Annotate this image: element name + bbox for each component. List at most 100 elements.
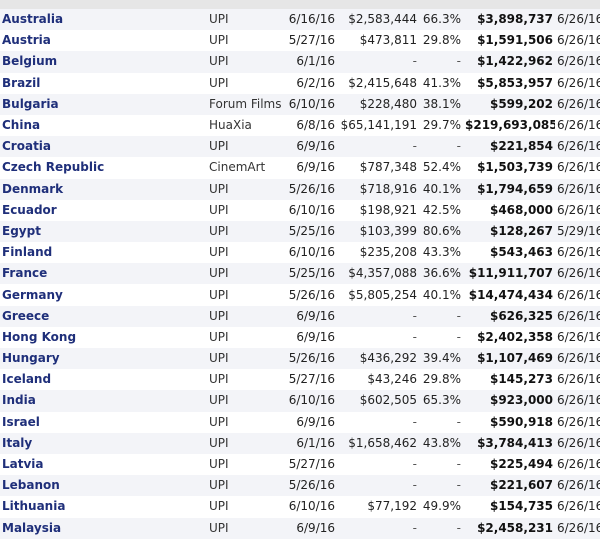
release-date-cell: 5/26/16 <box>282 284 337 306</box>
country-link[interactable]: Israel <box>2 414 40 429</box>
country-link[interactable]: Germany <box>2 287 63 302</box>
distributor-cell: UPI <box>207 51 282 73</box>
total-gross-cell: $11,911,707 <box>463 263 555 285</box>
opening-percent-cell: 39.4% <box>419 348 463 370</box>
distributor-cell: UPI <box>207 263 282 285</box>
as-of-date-cell: 6/26/16 <box>555 136 600 158</box>
as-of-date-cell: 6/26/16 <box>555 9 600 31</box>
total-gross-cell: $128,267 <box>463 220 555 243</box>
distributor-cell: Forum Films <box>207 93 282 115</box>
country-link[interactable]: Egypt <box>2 223 41 238</box>
release-date-cell: 5/27/16 <box>282 453 337 476</box>
country-link[interactable]: Hungary <box>2 351 60 366</box>
country-link[interactable]: India <box>2 393 36 408</box>
opening-gross-cell: - <box>337 305 419 327</box>
total-gross-cell: $1,422,962 <box>463 51 555 73</box>
opening-gross-cell: $436,292 <box>337 348 419 370</box>
country-link[interactable]: Finland <box>2 245 53 260</box>
table-row: Egypt UPI 5/25/16 $103,399 80.6% $128,26… <box>0 220 600 243</box>
release-date-cell: 5/26/16 <box>282 348 337 370</box>
distributor-cell: UPI <box>207 30 282 52</box>
opening-gross-cell: $2,583,444 <box>337 9 419 31</box>
opening-gross-cell: - <box>337 326 419 348</box>
table-row: Finland UPI 6/10/16 $235,208 43.3% $543,… <box>0 242 600 264</box>
table-row: India UPI 6/10/16 $602,505 65.3% $923,00… <box>0 390 600 412</box>
country-link[interactable]: Lithuania <box>2 499 66 514</box>
opening-percent-cell: 43.3% <box>419 242 463 264</box>
opening-percent-cell: 38.1% <box>419 93 463 115</box>
country-link[interactable]: Latvia <box>2 457 44 472</box>
table-row: Italy UPI 6/1/16 $1,658,462 43.8% $3,784… <box>0 432 600 454</box>
country-link[interactable]: Malaysia <box>2 520 62 535</box>
as-of-date-cell: 6/26/16 <box>555 199 600 221</box>
opening-gross-cell: - <box>337 453 419 476</box>
total-gross-cell: $154,735 <box>463 496 555 518</box>
opening-gross-cell: $602,505 <box>337 390 419 412</box>
opening-percent-cell: 42.5% <box>419 199 463 221</box>
table-row: Czech Republic CinemArt 6/9/16 $787,348 … <box>0 157 600 179</box>
country-link[interactable]: Czech Republic <box>2 160 105 175</box>
table-row: Iceland UPI 5/27/16 $43,246 29.8% $145,2… <box>0 369 600 391</box>
release-date-cell: 5/25/16 <box>282 263 337 285</box>
distributor-cell: UPI <box>207 390 282 412</box>
table-row: Austria UPI 5/27/16 $473,811 29.8% $1,59… <box>0 30 600 52</box>
country-link[interactable]: Croatia <box>2 139 52 154</box>
opening-gross-cell: $198,921 <box>337 199 419 221</box>
opening-gross-cell: $103,399 <box>337 220 419 243</box>
as-of-date-cell: 6/26/16 <box>555 157 600 179</box>
release-date-cell: 6/9/16 <box>282 157 337 179</box>
country-link[interactable]: China <box>2 118 41 133</box>
distributor-cell: CinemArt <box>207 157 282 179</box>
table-row: Bulgaria Forum Films 6/10/16 $228,480 38… <box>0 93 600 115</box>
country-link[interactable]: Bulgaria <box>2 96 59 111</box>
as-of-date-cell: 6/26/16 <box>555 114 600 137</box>
opening-gross-cell: - <box>337 51 419 73</box>
opening-gross-cell: $77,192 <box>337 496 419 518</box>
distributor-cell: HuaXia <box>207 114 282 137</box>
country-link[interactable]: Hong Kong <box>2 329 77 344</box>
opening-gross-cell: - <box>337 517 419 539</box>
country-link[interactable]: Belgium <box>2 54 58 69</box>
release-date-cell: 6/2/16 <box>282 72 337 94</box>
opening-percent-cell: 29.7% <box>419 114 463 137</box>
opening-percent-cell: - <box>419 51 463 73</box>
country-link[interactable]: Ecuador <box>2 202 57 217</box>
distributor-cell: UPI <box>207 326 282 348</box>
country-link[interactable]: Iceland <box>2 372 52 387</box>
total-gross-cell: $599,202 <box>463 93 555 115</box>
country-link[interactable]: Austria <box>2 33 51 48</box>
table-row: Australia UPI 6/16/16 $2,583,444 66.3% $… <box>0 9 600 31</box>
opening-gross-cell: - <box>337 475 419 497</box>
opening-percent-cell: 41.3% <box>419 72 463 94</box>
table-row: Malaysia UPI 6/9/16 - - $2,458,231 6/26/… <box>0 517 600 539</box>
total-gross-cell: $1,107,469 <box>463 348 555 370</box>
as-of-date-cell: 6/26/16 <box>555 453 600 476</box>
opening-gross-cell: $228,480 <box>337 93 419 115</box>
table-row: Hong Kong UPI 6/9/16 - - $2,402,358 6/26… <box>0 326 600 348</box>
distributor-cell: UPI <box>207 411 282 433</box>
country-link[interactable]: Denmark <box>2 181 64 196</box>
opening-gross-cell: $235,208 <box>337 242 419 264</box>
table-row: Belgium UPI 6/1/16 - - $1,422,962 6/26/1… <box>0 51 600 73</box>
release-date-cell: 6/8/16 <box>282 114 337 137</box>
opening-percent-cell: - <box>419 453 463 476</box>
total-gross-cell: $1,794,659 <box>463 178 555 200</box>
as-of-date-cell: 6/26/16 <box>555 411 600 433</box>
country-link[interactable]: Italy <box>2 435 33 450</box>
opening-percent-cell: 29.8% <box>419 369 463 391</box>
country-link[interactable]: Lebanon <box>2 478 60 493</box>
opening-percent-cell: - <box>419 326 463 348</box>
country-link[interactable]: Brazil <box>2 75 41 90</box>
country-link[interactable]: France <box>2 266 48 281</box>
country-link[interactable]: Greece <box>2 308 50 323</box>
distributor-cell: UPI <box>207 284 282 306</box>
country-link[interactable]: Australia <box>2 12 64 27</box>
total-gross-cell: $1,591,506 <box>463 30 555 52</box>
total-gross-cell: $221,854 <box>463 136 555 158</box>
release-date-cell: 6/9/16 <box>282 136 337 158</box>
top-strip <box>0 0 600 9</box>
release-date-cell: 5/25/16 <box>282 220 337 243</box>
opening-percent-cell: - <box>419 411 463 433</box>
distributor-cell: UPI <box>207 475 282 497</box>
distributor-cell: UPI <box>207 348 282 370</box>
